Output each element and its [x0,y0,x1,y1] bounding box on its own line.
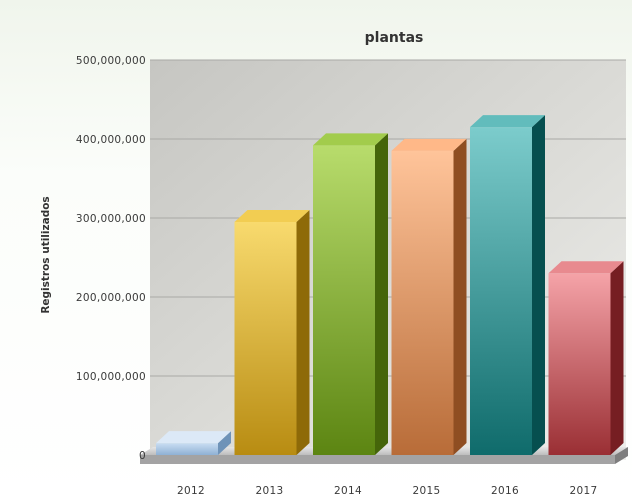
y-tick-label: 300,000,000 [76,213,146,225]
bar-top-face [548,261,624,274]
bar-top-face [391,138,467,151]
bar-2017 [548,261,624,455]
y-tick-label: 500,000,000 [76,55,146,67]
y-axis-ticks: 0 100,000,000 200,000,000 300,000,000 400,00… [76,55,146,462]
y-axis-title: Registros utilizados [40,196,52,313]
chart-title: plantas [365,30,424,46]
bar-side-face [218,431,231,455]
bar-2012 [156,431,231,455]
bar-side-face [375,133,388,455]
y-tick-label: 200,000,000 [76,292,146,304]
base-side-face [615,447,628,464]
x-tick-label: 2013 [256,485,284,497]
bar-2015 [391,138,467,455]
bar-2013 [234,209,310,455]
bar-side-face [610,261,624,455]
bar-top-face [313,133,388,146]
bar-top-face [470,115,545,128]
base-front-face [140,455,615,464]
x-tick-label: 2016 [491,485,519,497]
x-axis-ticks: 2012 2013 2014 2015 2016 2017 [177,485,597,497]
y-tick-label: 100,000,000 [76,371,146,383]
bar-top-face [234,209,310,222]
bar-front-face [391,150,454,455]
bar-front-face [470,127,532,456]
bar-front-face [156,443,218,455]
bar-front-face [313,145,375,455]
bar-side-face [296,209,310,455]
x-tick-label: 2012 [177,485,205,497]
x-tick-label: 2014 [334,485,362,497]
y-tick-label: 400,000,000 [76,134,146,146]
bar-side-face [532,115,545,456]
bar-side-face [453,138,467,455]
bars-group [156,115,624,456]
bar-top-face [156,431,231,444]
x-tick-label: 2015 [413,485,441,497]
x-tick-label: 2017 [570,485,598,497]
bar-2014 [313,133,388,455]
bar-front-face [234,221,297,455]
bar-front-face [548,273,611,455]
bar-2016 [470,115,545,456]
y-tick-label: 0 [139,450,146,462]
